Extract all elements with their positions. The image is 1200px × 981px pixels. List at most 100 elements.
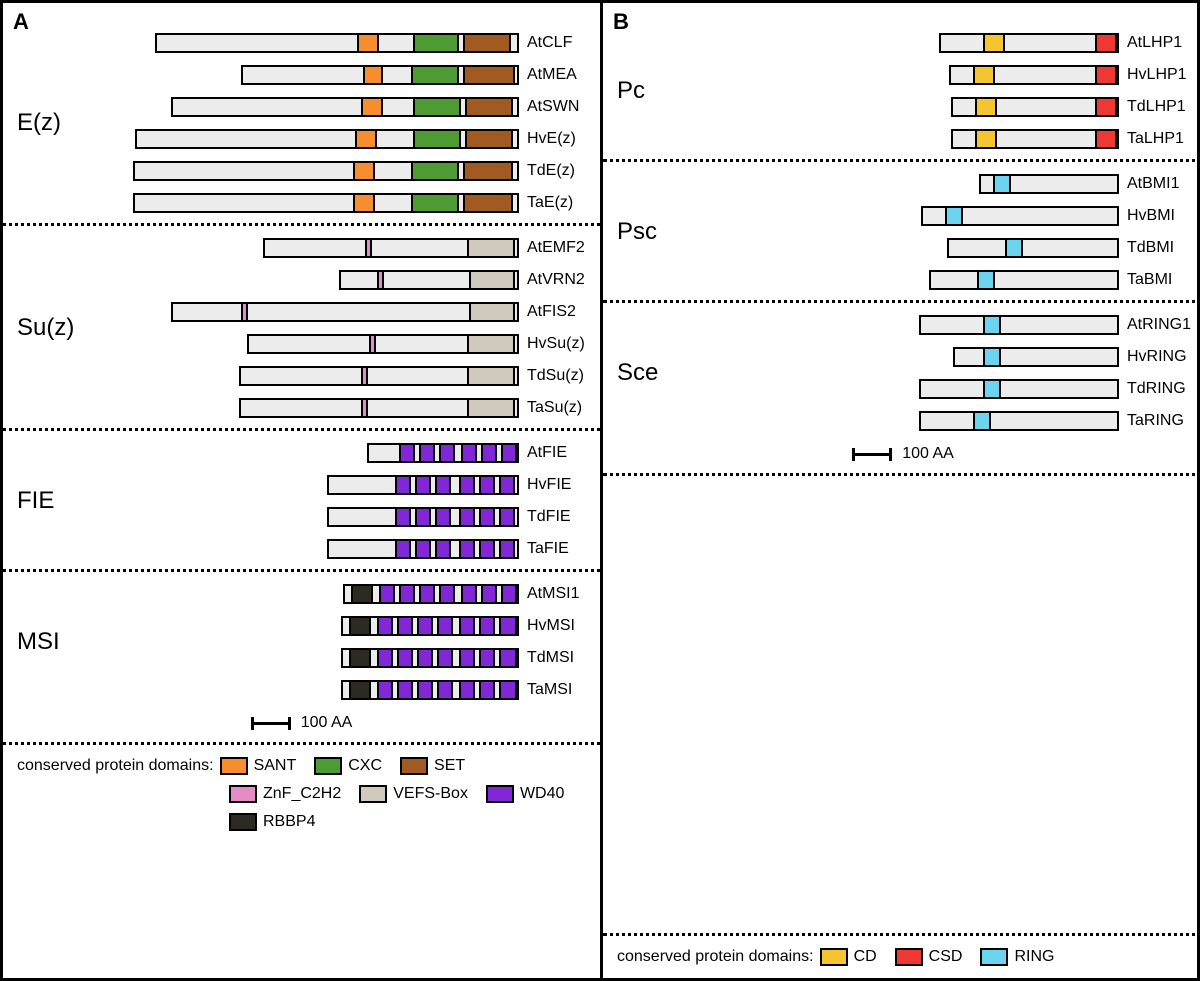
protein-bar-wrap	[99, 680, 519, 700]
protein-label: HvMSI	[527, 617, 597, 635]
protein-bar-wrap	[99, 65, 519, 85]
protein-bar-wrap	[99, 193, 519, 213]
legend: conserved protein domains:SANTCXCSET ZnF_…	[3, 745, 600, 843]
protein-label: AtEMF2	[527, 239, 597, 257]
domain-znfc2h2	[369, 334, 376, 354]
domain-wd40	[377, 680, 393, 700]
domain-vefsbox	[469, 302, 515, 322]
domain-csd	[1095, 65, 1117, 85]
protein-label: TaSu(z)	[527, 399, 597, 417]
protein-bar	[327, 475, 519, 495]
domain-vefsbox	[467, 238, 515, 258]
domain-znfc2h2	[241, 302, 248, 322]
domain-csd	[1095, 33, 1117, 53]
domain-vefsbox	[469, 270, 515, 290]
domain-wd40	[437, 616, 453, 636]
domain-wd40	[399, 443, 415, 463]
domain-wd40	[437, 680, 453, 700]
protein-bar-wrap	[99, 97, 519, 117]
domain-rbbp4	[349, 680, 371, 700]
protein-bar	[367, 443, 519, 463]
protein-bar	[919, 379, 1119, 399]
protein-label: TdFIE	[527, 508, 597, 526]
domain-wd40	[479, 616, 495, 636]
scale-bar: 100 AA	[17, 714, 586, 732]
domain-wd40	[395, 507, 411, 527]
domain-wd40	[379, 584, 395, 604]
legend-title: conserved protein domains:	[617, 948, 814, 966]
protein-label: TdBMI	[1127, 239, 1197, 257]
protein-label: HvBMI	[1127, 207, 1197, 225]
legend-item-label: SANT	[254, 757, 297, 775]
domain-wd40	[395, 475, 411, 495]
protein-row: TaE(z)	[99, 193, 597, 213]
protein-row: HvE(z)	[99, 129, 597, 149]
domain-vefsbox	[467, 334, 515, 354]
protein-bar	[171, 97, 519, 117]
protein-bar	[979, 174, 1119, 194]
swatch-icon	[220, 757, 248, 775]
protein-bar-wrap	[699, 411, 1119, 431]
domain-znfc2h2	[361, 366, 368, 386]
protein-label: HvFIE	[527, 476, 597, 494]
protein-bar-wrap	[99, 443, 519, 463]
protein-row: TaLHP1	[699, 129, 1197, 149]
protein-bar-wrap	[99, 398, 519, 418]
group-label: Su(z)	[17, 314, 99, 342]
domain-wd40	[479, 648, 495, 668]
proteins-list: AtEMF2AtVRN2AtFIS2HvSu(z)TdSu(z)TaSu(z)	[99, 238, 597, 418]
section-inner: SceAtRING1HvRINGTdRINGTaRING	[617, 315, 1189, 431]
domain-wd40	[415, 539, 431, 559]
swatch-icon	[820, 948, 848, 966]
domain-ring	[973, 411, 991, 431]
section-inner: MSIAtMSI1HvMSITdMSITaMSI	[17, 584, 586, 700]
domain-ring	[983, 315, 1001, 335]
protein-bar-wrap	[699, 65, 1119, 85]
domain-wd40	[459, 680, 475, 700]
protein-label: TdMSI	[527, 649, 597, 667]
scale-label: 100 AA	[301, 714, 353, 732]
domain-set	[463, 193, 513, 213]
protein-label: AtMSI1	[527, 585, 597, 603]
protein-label: TdE(z)	[527, 162, 597, 180]
legend-row: conserved protein domains:SANTCXCSET	[17, 757, 586, 775]
domain-ring	[983, 379, 1001, 399]
section-empty	[603, 476, 1200, 936]
domain-sant	[361, 97, 383, 117]
protein-bar	[919, 411, 1119, 431]
legend-item-label: RING	[1014, 948, 1054, 966]
protein-row: TaRING	[699, 411, 1197, 431]
protein-label: TaLHP1	[1127, 130, 1197, 148]
domain-wd40	[479, 475, 495, 495]
protein-row: AtEMF2	[99, 238, 597, 258]
domain-wd40	[501, 443, 517, 463]
protein-bar	[339, 270, 519, 290]
domain-set	[465, 97, 513, 117]
legend-row: conserved protein domains:CDCSDRING	[617, 948, 1189, 966]
domain-sant	[357, 33, 379, 53]
protein-bar-wrap	[699, 270, 1119, 290]
protein-row: TdFIE	[99, 507, 597, 527]
protein-row: AtMSI1	[99, 584, 597, 604]
protein-row: TdBMI	[699, 238, 1197, 258]
domain-wd40	[435, 507, 451, 527]
protein-row: AtFIS2	[99, 302, 597, 322]
protein-bar-wrap	[699, 347, 1119, 367]
section-msi: MSIAtMSI1HvMSITdMSITaMSI 100 AA	[3, 572, 600, 745]
swatch-icon	[400, 757, 428, 775]
domain-wd40	[459, 648, 475, 668]
legend-row: ZnF_C2H2VEFS-BoxWD40	[17, 785, 586, 803]
legend-item-cd: CD	[820, 948, 877, 966]
protein-bar	[327, 507, 519, 527]
protein-bar-wrap	[99, 539, 519, 559]
domain-sant	[353, 161, 375, 181]
protein-label: AtBMI1	[1127, 175, 1197, 193]
domain-wd40	[499, 539, 515, 559]
protein-bar-wrap	[699, 97, 1119, 117]
domain-znfc2h2	[361, 398, 368, 418]
protein-label: TaRING	[1127, 412, 1197, 430]
domain-ring	[983, 347, 1001, 367]
domain-rbbp4	[351, 584, 373, 604]
section-inner: Su(z)AtEMF2AtVRN2AtFIS2HvSu(z)TdSu(z)TaS…	[17, 238, 586, 418]
protein-bar-wrap	[699, 238, 1119, 258]
